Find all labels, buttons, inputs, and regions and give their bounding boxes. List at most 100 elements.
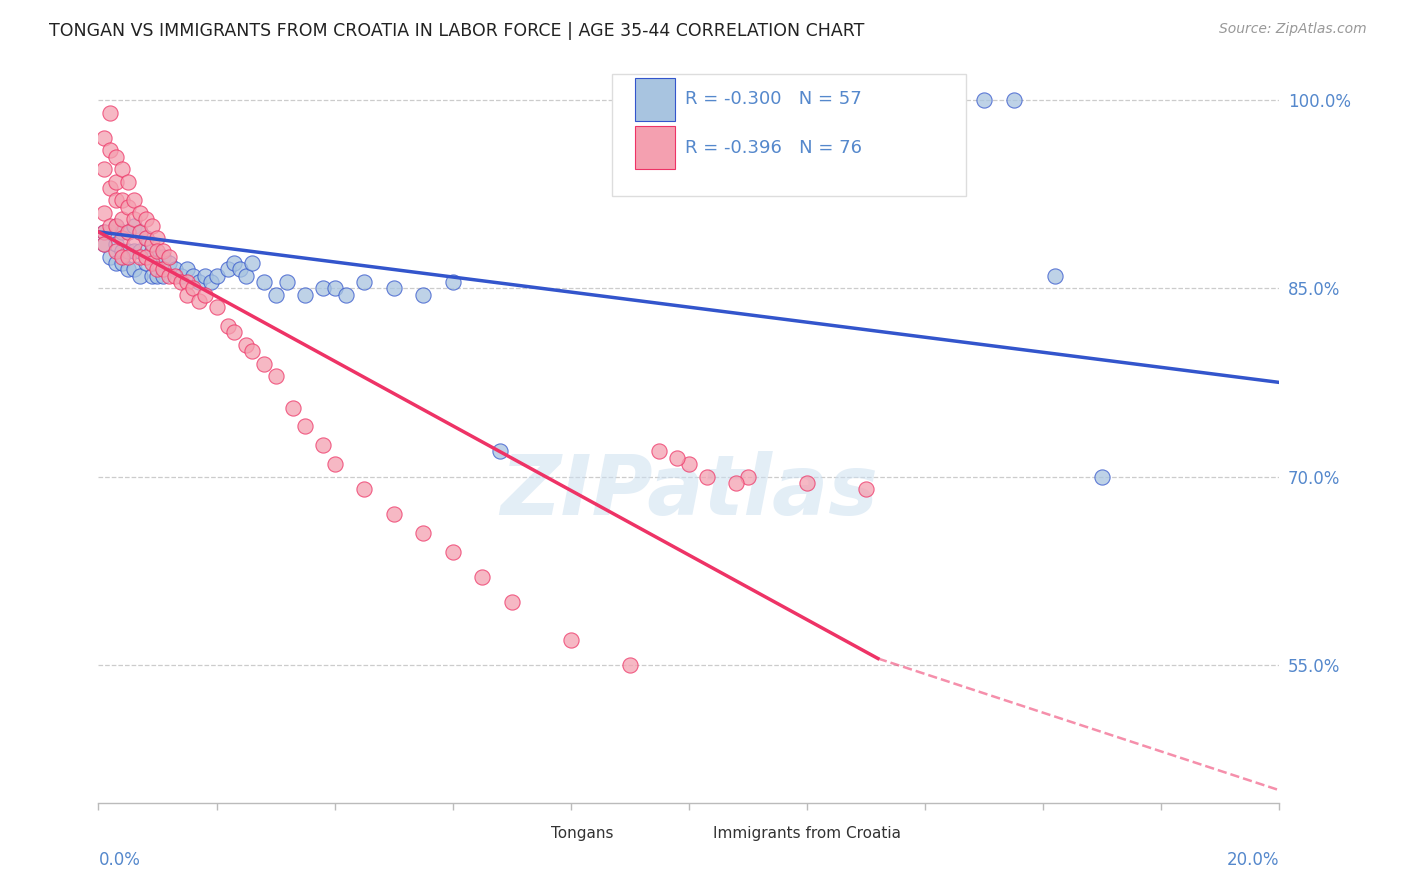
Point [1043,268,1066,283]
Point [187,293,209,308]
Point [501,595,523,609]
Point [105,175,128,189]
Point [117,225,139,239]
Point [194,268,217,283]
Point [187,275,209,289]
Point [157,256,180,270]
Point [111,212,134,227]
Point [648,444,671,458]
Point [412,526,434,541]
Point [312,438,335,452]
Point [117,244,139,258]
Point [105,150,128,164]
Point [323,281,346,295]
Point [200,275,222,289]
Point [489,444,512,458]
Point [117,225,139,239]
Point [235,338,257,352]
Point [412,287,434,301]
Point [217,318,239,333]
Point [122,212,145,227]
Point [146,244,169,258]
Point [105,244,128,258]
Point [93,237,115,252]
Point [98,225,121,239]
Text: Source: ZipAtlas.com: Source: ZipAtlas.com [1219,22,1367,37]
Point [471,570,494,584]
FancyBboxPatch shape [634,78,675,120]
Point [1002,93,1025,107]
FancyBboxPatch shape [520,818,546,848]
Point [98,105,121,120]
Point [146,262,169,277]
Point [93,225,115,239]
Point [111,225,134,239]
Text: 0.0%: 0.0% [98,851,141,869]
Point [128,225,150,239]
Text: R = -0.300   N = 57: R = -0.300 N = 57 [685,90,862,109]
Point [111,244,134,258]
Point [353,482,375,496]
Point [1091,469,1114,483]
Point [229,262,252,277]
Point [353,275,375,289]
Point [135,231,157,245]
Point [128,268,150,283]
Point [240,256,263,270]
Point [181,268,204,283]
Point [855,482,877,496]
Point [224,256,246,270]
Point [323,457,346,471]
Text: TONGAN VS IMMIGRANTS FROM CROATIA IN LABOR FORCE | AGE 35-44 CORRELATION CHART: TONGAN VS IMMIGRANTS FROM CROATIA IN LAB… [49,22,865,40]
Point [157,268,180,283]
Point [98,143,121,157]
Point [666,450,689,465]
Point [117,200,139,214]
Point [165,262,187,277]
Point [141,268,163,283]
Point [93,130,115,145]
Point [135,212,157,227]
Point [105,237,128,252]
Point [194,287,217,301]
Point [122,244,145,258]
Point [105,219,128,233]
FancyBboxPatch shape [682,818,707,848]
Text: ZIPatlas: ZIPatlas [501,451,877,533]
Point [111,250,134,264]
Point [176,262,198,277]
Point [135,256,157,270]
Point [152,244,174,258]
Point [117,175,139,189]
Point [128,244,150,258]
Point [217,262,239,277]
Point [240,344,263,359]
Point [205,268,228,283]
Point [146,250,169,264]
Point [224,325,246,339]
Point [560,632,582,647]
FancyBboxPatch shape [634,127,675,169]
Point [141,219,163,233]
Point [619,657,641,672]
Point [253,275,276,289]
Point [181,281,204,295]
Point [176,275,198,289]
Text: Tongans: Tongans [551,826,613,840]
Point [93,206,115,220]
Point [122,262,145,277]
Point [152,262,174,277]
Point [696,469,718,483]
Point [111,231,134,245]
Point [93,162,115,177]
Point [122,219,145,233]
Point [146,231,169,245]
Point [725,475,748,490]
Point [170,275,193,289]
Point [264,287,287,301]
Point [253,357,276,371]
Point [98,181,121,195]
Point [973,93,995,107]
Text: R = -0.396   N = 76: R = -0.396 N = 76 [685,138,862,157]
Point [382,507,405,521]
